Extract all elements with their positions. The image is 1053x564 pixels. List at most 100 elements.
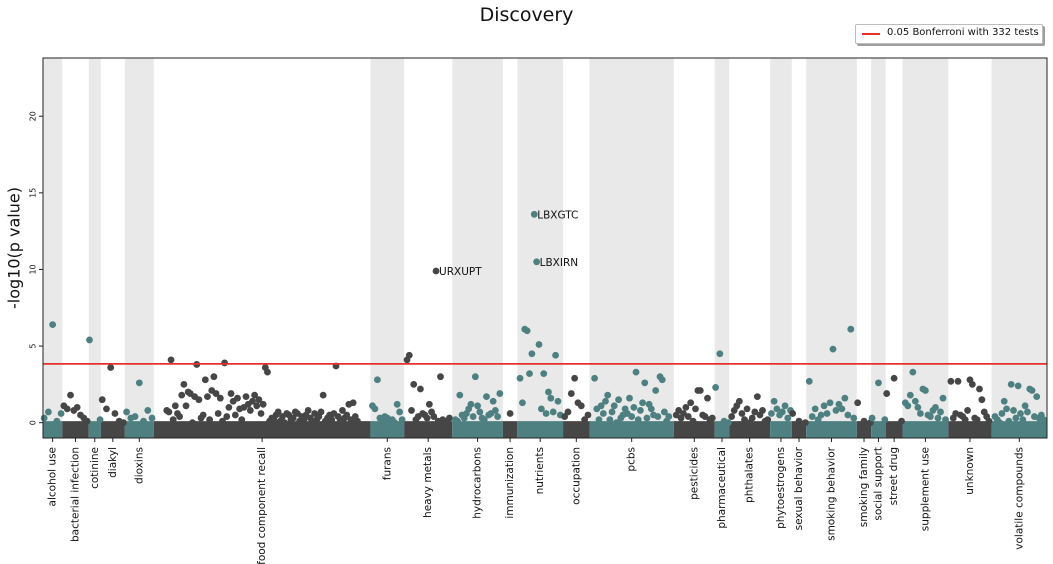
data-point xyxy=(916,410,924,417)
data-point xyxy=(391,419,399,427)
data-point xyxy=(182,402,190,410)
data-point xyxy=(1007,380,1015,388)
category-band xyxy=(806,58,857,438)
data-point xyxy=(639,399,646,407)
data-point xyxy=(808,413,816,420)
data-point xyxy=(53,417,61,425)
y-tick-label: 15 xyxy=(29,188,38,198)
data-point xyxy=(602,397,609,405)
data-point xyxy=(748,414,756,422)
data-point xyxy=(906,391,914,399)
category-band xyxy=(714,58,730,438)
data-point xyxy=(259,400,267,408)
data-point xyxy=(875,379,882,387)
data-point xyxy=(968,380,976,388)
x-tick-label: supplement use xyxy=(919,447,931,531)
data-point xyxy=(696,387,704,394)
data-point xyxy=(1024,408,1031,416)
data-point xyxy=(547,394,555,402)
category-strip xyxy=(770,421,792,438)
data-point xyxy=(643,414,651,422)
category-band xyxy=(517,58,564,438)
data-point xyxy=(961,416,969,424)
data-point xyxy=(554,397,562,405)
legend-threshold-label: 0.05 Bonferroni with 332 tests xyxy=(887,27,1039,38)
x-tick-label: occupation xyxy=(570,447,582,505)
data-point xyxy=(584,411,592,419)
data-point xyxy=(214,410,222,417)
data-point xyxy=(1028,387,1036,394)
data-point xyxy=(564,408,572,416)
data-point xyxy=(178,391,186,399)
category-strips xyxy=(43,421,1047,438)
data-point xyxy=(227,390,235,397)
data-point xyxy=(973,416,981,424)
data-point xyxy=(474,402,481,410)
data-point xyxy=(339,407,346,414)
data-point xyxy=(180,380,188,388)
data-point xyxy=(684,413,692,420)
data-point xyxy=(937,408,944,416)
data-point xyxy=(829,345,837,353)
data-point xyxy=(242,393,250,401)
category-strip xyxy=(871,421,886,438)
data-point xyxy=(735,397,743,405)
data-point xyxy=(319,391,327,399)
data-point xyxy=(1003,405,1010,413)
data-point xyxy=(615,396,622,404)
data-point xyxy=(393,400,401,408)
x-tick-label: food component recall xyxy=(256,447,268,564)
category-band xyxy=(770,58,792,438)
data-point xyxy=(496,390,504,397)
data-point xyxy=(595,416,603,424)
category-strip xyxy=(948,421,992,438)
data-point xyxy=(523,327,531,335)
category-strip xyxy=(370,421,405,438)
data-point xyxy=(234,394,241,402)
category-band xyxy=(370,58,405,438)
data-point xyxy=(317,408,325,416)
data-point xyxy=(868,414,876,422)
data-point xyxy=(494,413,502,420)
category-band xyxy=(871,58,886,438)
data-point xyxy=(1040,416,1048,424)
y-tick-label: 0 xyxy=(29,420,38,425)
data-point xyxy=(437,373,444,381)
data-point xyxy=(530,210,538,218)
data-point xyxy=(103,405,110,413)
data-point xyxy=(838,405,846,413)
data-point xyxy=(692,405,699,413)
data-point xyxy=(634,416,642,424)
category-band xyxy=(452,58,503,438)
data-point xyxy=(751,408,759,416)
data-point xyxy=(410,380,418,388)
data-point xyxy=(430,413,438,420)
data-point xyxy=(850,414,858,422)
data-point xyxy=(976,385,983,393)
x-tick-label: immunization xyxy=(504,447,516,519)
data-point xyxy=(641,379,649,387)
data-point xyxy=(608,408,616,416)
category-strip xyxy=(589,421,674,438)
data-point xyxy=(630,403,638,411)
x-tick-label: unknown xyxy=(964,447,976,495)
plot-frame xyxy=(42,57,1048,439)
data-point xyxy=(964,407,971,414)
data-point xyxy=(255,396,263,404)
category-strip xyxy=(452,421,503,438)
category-strip xyxy=(517,421,564,438)
data-point xyxy=(632,368,640,376)
x-tick-label: social support xyxy=(872,447,884,521)
data-point xyxy=(204,393,211,401)
y-tick-label: 10 xyxy=(29,264,38,274)
data-point xyxy=(281,419,288,427)
category-band xyxy=(991,58,1047,438)
data-point xyxy=(942,416,949,424)
data-point xyxy=(219,417,226,425)
data-point xyxy=(249,397,256,405)
data-point xyxy=(654,413,662,420)
data-point xyxy=(201,376,209,384)
data-point xyxy=(98,396,106,404)
x-tick-label: pesticides xyxy=(688,447,700,500)
